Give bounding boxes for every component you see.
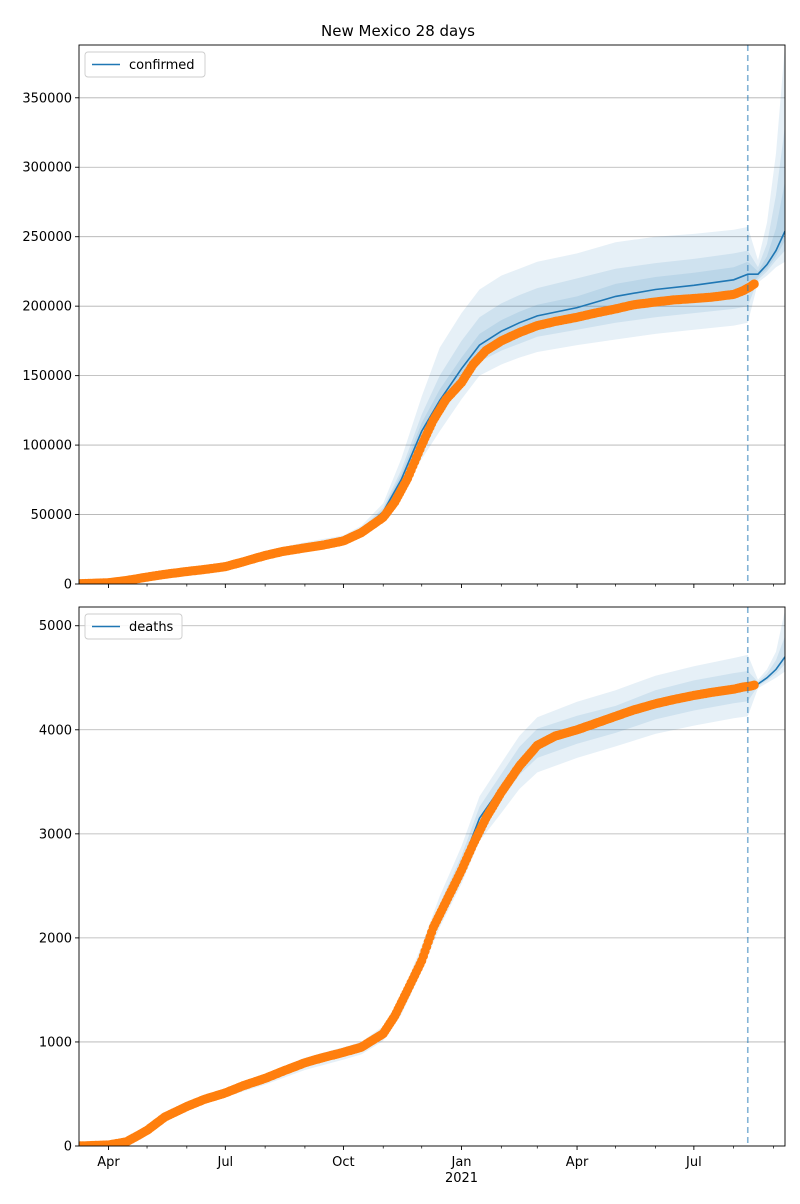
y-tick-label: 2000 bbox=[39, 931, 72, 946]
y-tick-label: 200000 bbox=[22, 300, 72, 315]
observed-points bbox=[79, 680, 759, 1146]
y-tick-label: 150000 bbox=[22, 369, 72, 384]
y-tick-label: 4000 bbox=[39, 723, 72, 738]
x-tick-label: Apr bbox=[97, 1155, 120, 1170]
x-tick-label: Apr bbox=[566, 1155, 589, 1170]
y-tick-label: 250000 bbox=[22, 230, 72, 245]
uncertainty-band bbox=[79, 45, 785, 584]
plot-area bbox=[79, 610, 785, 1146]
uncertainty-band bbox=[79, 125, 785, 584]
uncertainty-band bbox=[79, 636, 785, 1146]
legend: confirmed bbox=[84, 51, 206, 78]
x-tick-label: Jul bbox=[685, 1155, 702, 1170]
legend-box bbox=[84, 613, 183, 640]
y-tick-label: 0 bbox=[64, 578, 72, 593]
legend-label: deaths bbox=[129, 620, 174, 635]
y-tick-label: 50000 bbox=[31, 508, 72, 523]
confirmed-panel: 0 50000 100000 150000 200000 250000 300000 3500… bbox=[22, 44, 786, 593]
y-tick-label: 350000 bbox=[22, 91, 72, 106]
y-tick-label: 300000 bbox=[22, 161, 72, 176]
plot-area bbox=[79, 45, 785, 584]
axes-frame bbox=[78, 44, 786, 585]
observed-point bbox=[749, 279, 759, 289]
legend-box bbox=[84, 51, 206, 78]
axes-frame bbox=[78, 606, 786, 1147]
observed-point bbox=[749, 680, 759, 690]
x-tick-label: Jan bbox=[451, 1155, 472, 1170]
legend: deaths bbox=[84, 613, 183, 640]
uncertainty-band bbox=[79, 610, 785, 1146]
x-tick-label: Jul bbox=[216, 1155, 233, 1170]
model-median-line bbox=[79, 656, 785, 1146]
y-tick-label: 5000 bbox=[39, 619, 72, 634]
x-tick-year-label: 2021 bbox=[445, 1171, 478, 1186]
chart-title: New Mexico 28 days bbox=[321, 22, 475, 40]
x-tick-label: Oct bbox=[332, 1155, 354, 1170]
y-tick-label: 0 bbox=[64, 1140, 72, 1155]
y-tick-label: 100000 bbox=[22, 439, 72, 454]
legend-label: confirmed bbox=[129, 58, 195, 73]
y-tick-label: 1000 bbox=[39, 1035, 72, 1050]
observed-points bbox=[79, 279, 759, 584]
y-tick-label: 3000 bbox=[39, 827, 72, 842]
